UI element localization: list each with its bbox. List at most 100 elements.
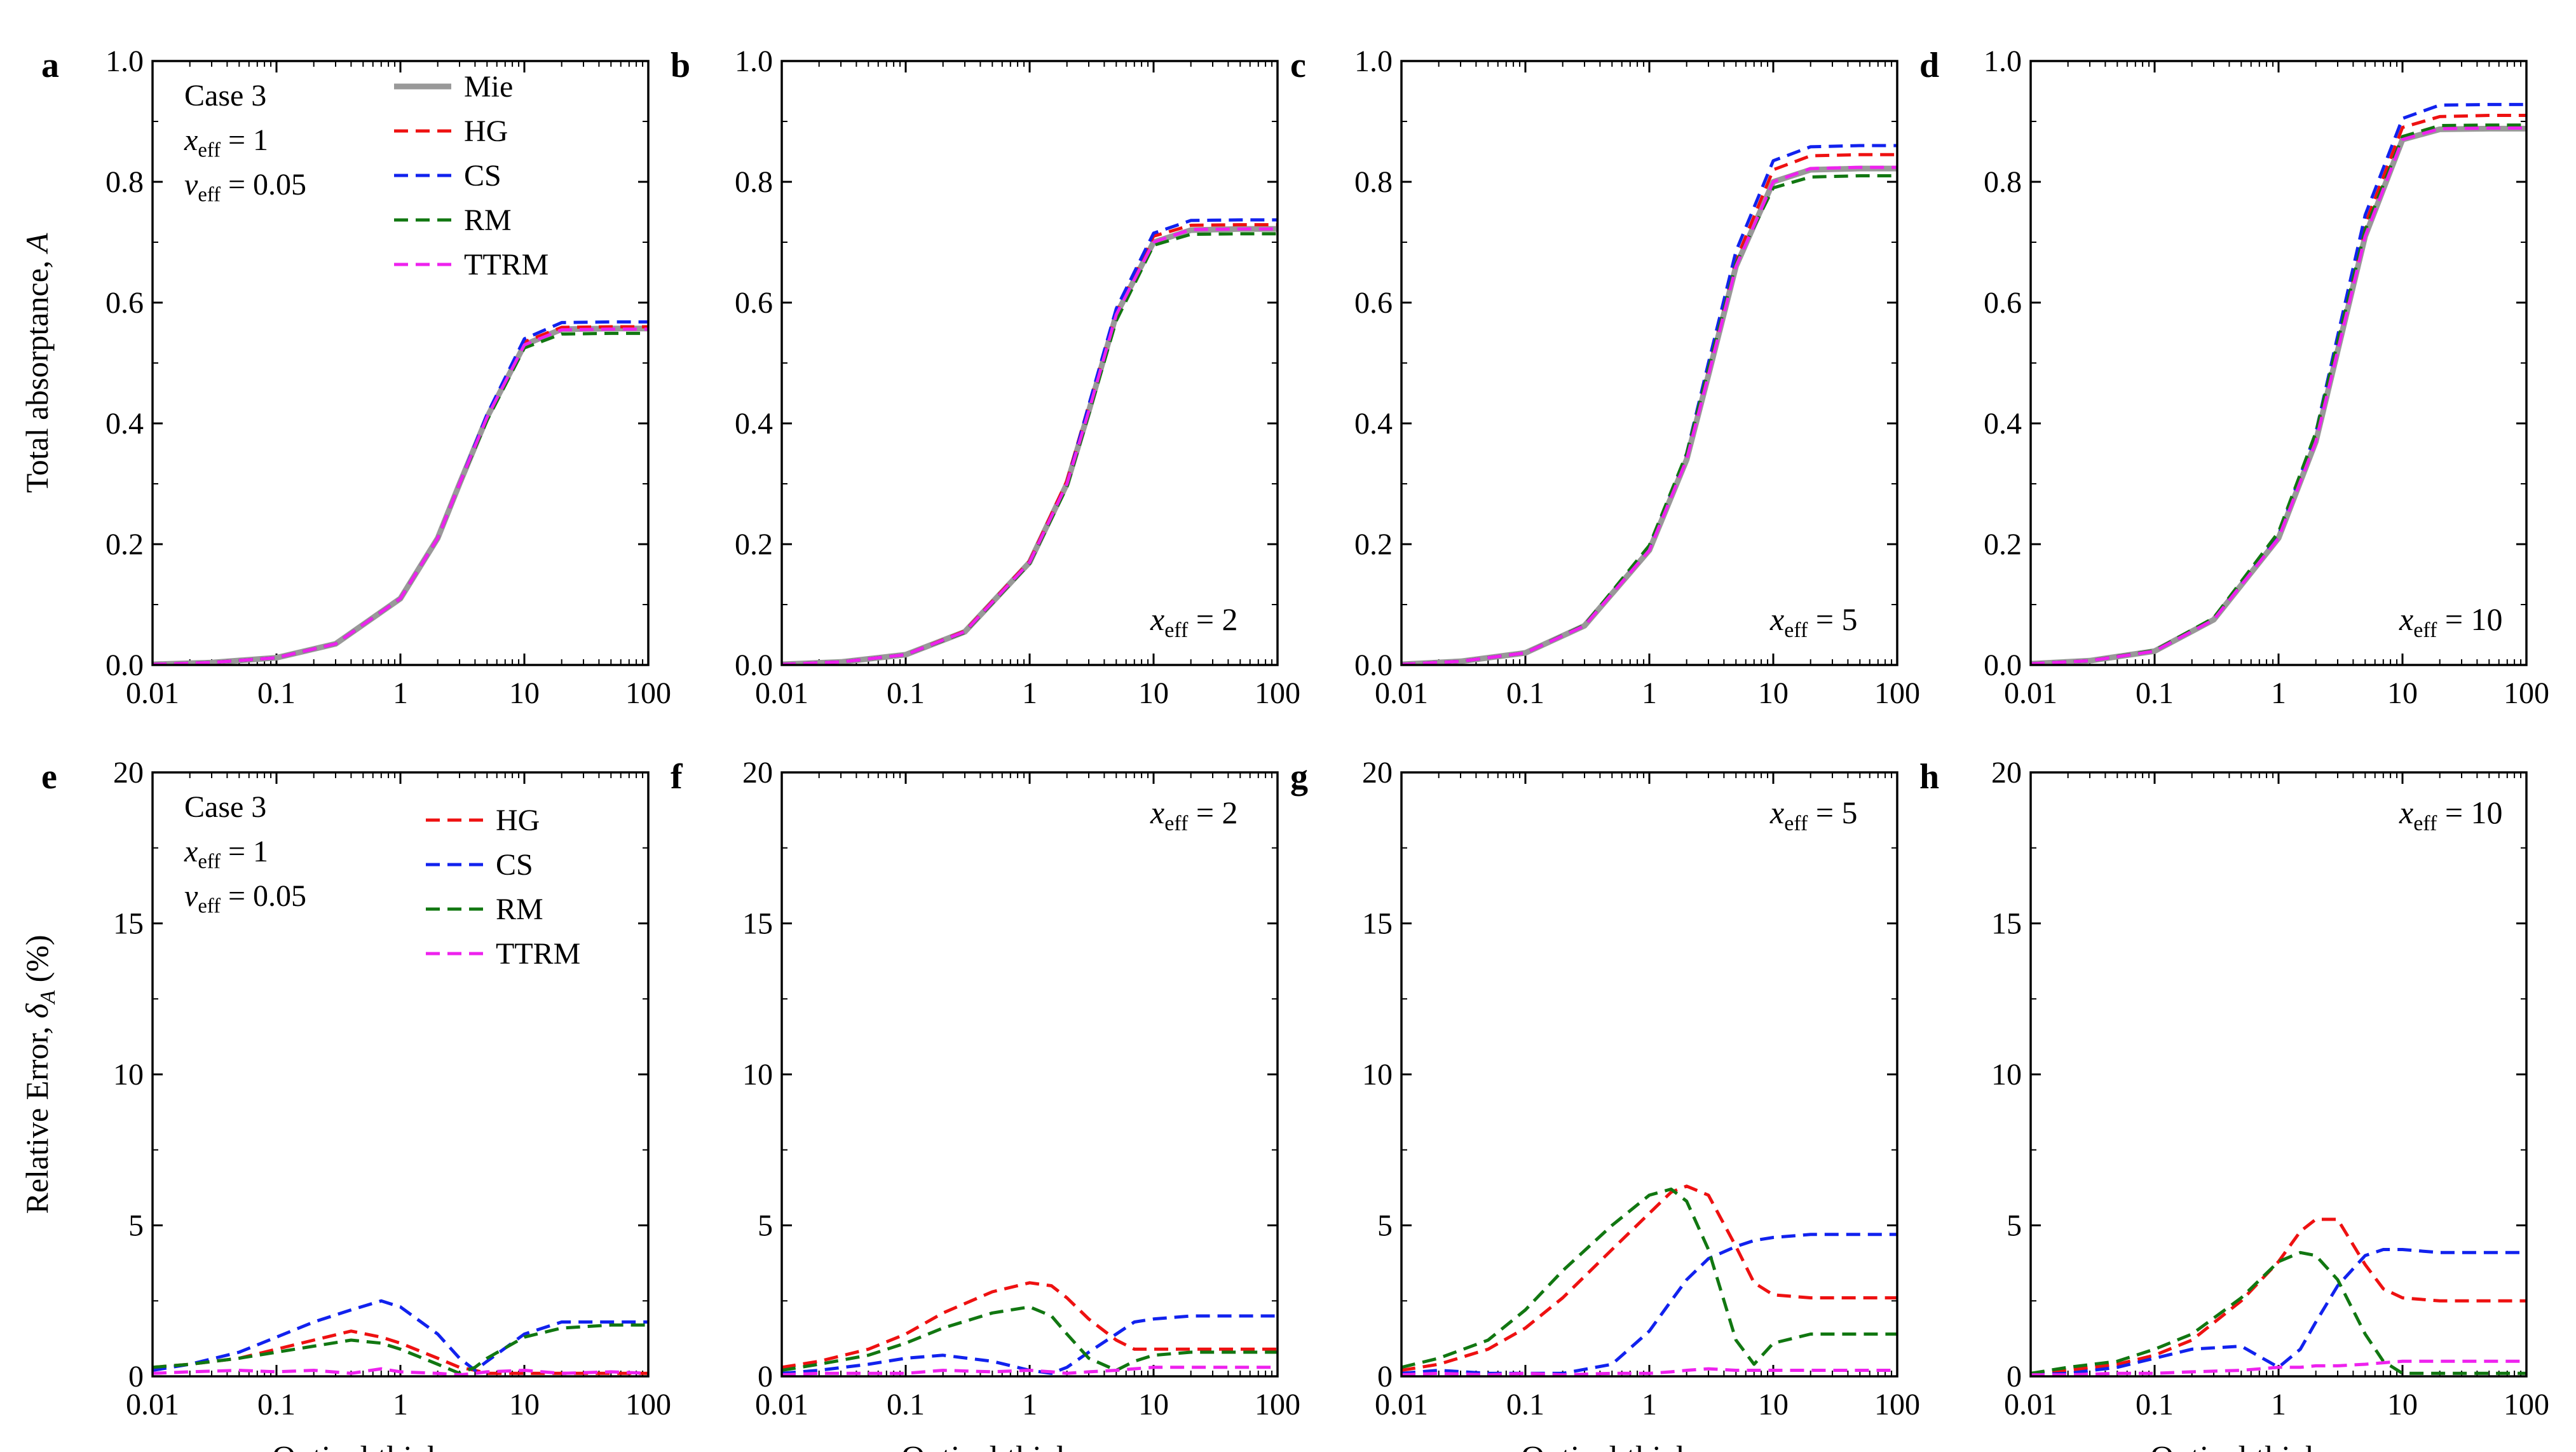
y-tick-label: 0.8 (1354, 165, 1393, 199)
y-tick-label: 0.4 (735, 407, 773, 441)
series-line-hg (782, 1281, 1278, 1369)
x-axis-label: Optical thickness, τ (272, 1440, 531, 1452)
x-tick-label: 0.01 (1375, 1388, 1428, 1421)
annotation-xeff: xeff = 5 (1769, 601, 1858, 642)
y-tick-label: 0.0 (106, 648, 144, 682)
panel-b: b 0.0 0.2 0.4 0.6 0.8 1.0 0.01 0.1 1 10 100 xeff = 2 (671, 45, 1300, 710)
annotation-xeff: xeff = 2 (1150, 795, 1238, 835)
y-tick-label: 10 (1991, 1058, 2022, 1092)
x-tick-label: 1 (1022, 676, 1037, 710)
y-tick-label: 20 (742, 756, 773, 790)
series-line-cs (1401, 144, 1897, 665)
x-tick-label: 0.1 (1506, 676, 1544, 710)
x-axis-label: Optical thickness, τ (2150, 1440, 2409, 1452)
x-tick-label: 100 (625, 1388, 671, 1421)
x-tick-label: 1 (2271, 676, 2286, 710)
legend-label-hg: HG (464, 114, 508, 148)
legend-label-rm: RM (464, 203, 512, 237)
x-tick-label: 0.01 (755, 1388, 808, 1421)
y-tick-label: 5 (1377, 1209, 1393, 1243)
series-line-cs (153, 320, 648, 665)
legend-label-mie: Mie (464, 70, 513, 104)
x-tick-label: 0.1 (1506, 1388, 1544, 1421)
y-tick-label: 0.2 (735, 528, 773, 561)
y-tick-label: 0.6 (1984, 286, 2022, 320)
x-tick-label: 10 (1138, 1388, 1169, 1421)
y-tick-label: 0.4 (1984, 407, 2022, 441)
x-tick-label: 1 (2271, 1388, 2286, 1421)
panel-e: e 0 5 10 15 20 0.01 0.1 1 10 100 Case 3 xeff = 1 veff… (19, 756, 671, 1452)
y-axis-label: Total absorptance, A (19, 233, 55, 493)
y-tick-label: 0.8 (106, 165, 144, 199)
x-tick-label: 10 (509, 676, 540, 710)
x-tick-label: 0.1 (2136, 676, 2174, 710)
y-tick-label: 0 (758, 1360, 773, 1394)
panel-label: g (1290, 757, 1308, 797)
y-tick-label: 0.4 (1354, 407, 1393, 441)
x-tick-label: 100 (1255, 676, 1300, 710)
x-tick-label: 100 (1255, 1388, 1300, 1421)
series-line-cs (2031, 102, 2526, 665)
panel-label: a (41, 46, 59, 85)
x-tick-label: 100 (1874, 1388, 1920, 1421)
series-line-mie (782, 226, 1278, 665)
series-line-rm (2031, 1250, 2526, 1375)
panel-label: f (671, 757, 683, 797)
series-line-cs (1401, 1233, 1897, 1375)
annotation-xeff: xeff = 5 (1769, 795, 1858, 835)
plot-frame (2029, 771, 2528, 1378)
x-tick-label: 1 (393, 676, 408, 710)
y-axis-label: Relative Error, δA (%) (19, 935, 60, 1214)
x-tick-label: 10 (2387, 676, 2418, 710)
series-line-ttrm (1401, 165, 1897, 665)
annotation-line: xeff = 1 (184, 123, 268, 162)
plot-frame (780, 60, 1279, 666)
y-tick-label: 0.0 (735, 648, 773, 682)
y-tick-label: 0.2 (106, 528, 144, 561)
x-tick-label: 100 (1874, 676, 1920, 710)
x-tick-label: 1 (1022, 1388, 1037, 1421)
annotation-line: xeff = 1 (184, 835, 268, 873)
x-tick-label: 0.1 (257, 1388, 296, 1421)
y-tick-label: 5 (758, 1209, 773, 1243)
y-tick-label: 1.0 (735, 45, 773, 78)
y-tick-label: 10 (1362, 1058, 1393, 1092)
panel-label: c (1290, 46, 1306, 85)
x-tick-label: 0.01 (126, 676, 179, 710)
x-tick-label: 0.1 (887, 1388, 925, 1421)
y-tick-label: 20 (1362, 756, 1393, 790)
y-tick-label: 0 (1377, 1360, 1393, 1394)
annotation-xeff: xeff = 10 (2399, 601, 2503, 642)
annotation-line: Case 3 (184, 79, 266, 113)
series-line-rm (782, 1305, 1278, 1372)
x-tick-label: 10 (2387, 1388, 2418, 1421)
y-tick-label: 15 (742, 907, 773, 941)
x-tick-label: 0.01 (755, 676, 808, 710)
x-tick-label: 100 (2504, 676, 2549, 710)
y-tick-label: 0.6 (1354, 286, 1393, 320)
series-line-cs (782, 218, 1278, 665)
series-line-hg (1401, 1184, 1897, 1372)
series-line-hg (1401, 153, 1897, 665)
panel-label: d (1919, 46, 1939, 85)
panel-label: b (671, 46, 690, 85)
y-tick-label: 1.0 (1354, 45, 1393, 78)
legend-label-hg: HG (496, 804, 540, 837)
annotation-line: Case 3 (184, 790, 266, 824)
x-tick-label: 0.1 (257, 676, 296, 710)
series-line-rm (1401, 174, 1897, 665)
y-tick-label: 10 (742, 1058, 773, 1092)
legend-label-cs: CS (464, 159, 501, 193)
series-line-rm (2031, 123, 2526, 665)
series-line-rm (1401, 1188, 1897, 1369)
x-tick-label: 10 (1138, 676, 1169, 710)
series-line-ttrm (782, 227, 1278, 665)
y-tick-label: 1.0 (1984, 45, 2022, 78)
x-tick-label: 0.01 (1375, 676, 1428, 710)
series-line-hg (2031, 1217, 2526, 1375)
annotation-line: veff = 0.05 (184, 168, 306, 207)
legend-label-cs: CS (496, 848, 533, 882)
panel-label: h (1919, 757, 1939, 797)
